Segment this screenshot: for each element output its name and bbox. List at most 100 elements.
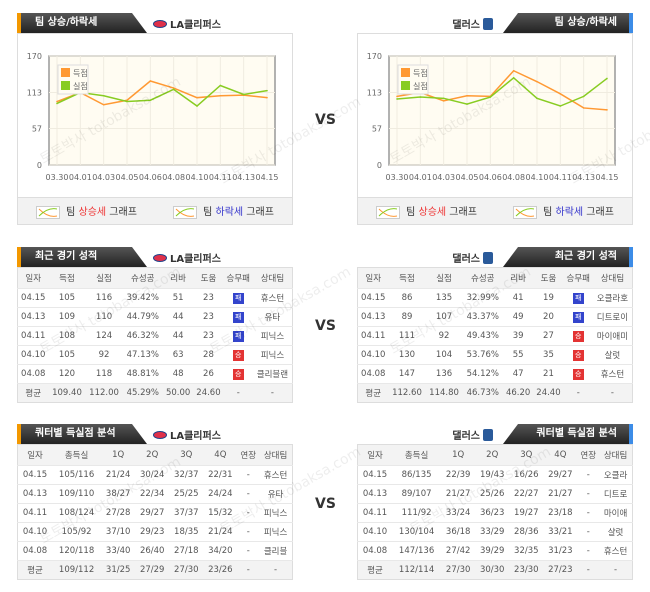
table-cell: 19 (533, 288, 564, 308)
table-cell: 32/35 (509, 541, 544, 561)
table-row: 04.11 108 124 46.32% 44 23 패 피닉스 (17, 326, 293, 346)
data-point (149, 80, 152, 82)
table-cell: 승 (223, 364, 253, 384)
data-point (512, 69, 515, 72)
table-cell: 04.13 (17, 484, 53, 504)
table-cell: - (592, 383, 633, 403)
data-point (442, 97, 445, 100)
table-cell: 109/112 (52, 560, 102, 580)
x-tick-label: 03.30 (46, 173, 69, 182)
data-point (396, 98, 398, 100)
x-tick-label: 03.30 (386, 173, 409, 182)
table-cell: 109.40 (48, 383, 86, 403)
table-cell: 피닉스 (252, 326, 293, 346)
section-title: 쿼터별 득실점 분석 (17, 424, 147, 444)
data-point (466, 103, 468, 105)
column-header: 도움 (193, 267, 224, 289)
table-cell: 130/104 (392, 522, 442, 542)
quarter-table: 일자 총득실 1Q 2Q 3Q 4Q 연장 상대팀 04.15 105/116 21/24 30/24… (17, 444, 293, 580)
table-row: 04.08 147/136 27/42 39/29 32/35 31/23- 휴스턴 (357, 541, 633, 561)
column-header: 총득실 (392, 444, 442, 466)
table-cell: 31/23 (543, 541, 578, 561)
table-cell: 28/36 (509, 522, 544, 542)
column-header: 상대팀 (599, 444, 633, 466)
x-tick-label: 04.11 (209, 173, 232, 182)
average-row: 평균 112.60 114.80 46.73% 46.20 24.40- - (357, 383, 633, 403)
table-cell: 피닉스 (252, 345, 293, 365)
table-cell: 86/135 (392, 465, 442, 485)
column-header: 승무패 (223, 267, 253, 289)
table-cell: 36/18 (441, 522, 476, 542)
table-cell: 49 (502, 307, 534, 327)
table-cell: 39 (502, 326, 534, 346)
x-tick-label: 04.06 (479, 173, 502, 182)
table-cell: - (577, 465, 600, 485)
table-cell: 92 (425, 326, 463, 346)
table-cell: 54.12% (462, 364, 503, 384)
table-cell: 47.13% (122, 345, 163, 365)
table-cell: 23/18 (543, 503, 578, 523)
table-cell: 휴스턴 (259, 465, 293, 485)
table-cell: 41 (502, 288, 534, 308)
y-tick-label: 57 (32, 124, 42, 133)
table-cell: 23 (193, 307, 224, 327)
section-title: 팀 상승/하락세 (17, 13, 147, 33)
table-cell: 35 (533, 345, 564, 365)
table-row: 04.13 109 110 44.79% 44 23 패 유타 (17, 307, 293, 327)
column-header: 상대팀 (259, 444, 293, 466)
table-cell: 유타 (259, 484, 293, 504)
table-cell: 46.32% (122, 326, 163, 346)
downtrend-legend: 팀 하락세 그래프 (173, 203, 274, 219)
table-cell: 108/124 (52, 503, 102, 523)
table-cell: 24.60 (193, 383, 224, 403)
clippers-logo-icon (153, 430, 167, 439)
data-point (172, 88, 175, 91)
table-cell: 89 (388, 307, 426, 327)
table-cell: 21/27 (543, 484, 578, 504)
table-cell: 44.79% (122, 307, 163, 327)
table-cell: 33/21 (543, 522, 578, 542)
table-cell: 46.73% (462, 383, 503, 403)
table-cell: 32/37 (169, 465, 204, 485)
table-row: 04.13 89/107 21/27 25/26 22/27 21/27- 디트로 (357, 484, 633, 504)
table-cell: 15/32 (203, 503, 238, 523)
table-row: 04.15 105 116 39.42% 51 23 패 휴스턴 (17, 288, 293, 308)
table-cell: 53.76% (462, 345, 503, 365)
team-name: 댈러스 (452, 427, 493, 442)
uptrend-legend: 팀 상승세 그래프 (36, 203, 137, 219)
x-tick-label: 04.01 (409, 173, 432, 182)
table-cell: 37/10 (101, 522, 136, 542)
table-row: 04.15 86/135 22/39 19/43 16/26 29/27- 오클라 (357, 465, 633, 485)
win-badge: 승 (572, 330, 584, 342)
team-name: LA클리퍼스 (153, 250, 221, 265)
x-tick-label: 04.03 (92, 173, 115, 182)
table-cell: 패 (563, 307, 593, 327)
table-cell: 32.99% (462, 288, 503, 308)
average-row: 평균 109.40 112.00 45.29% 50.00 24.60- - (17, 383, 293, 403)
table-cell: 33/40 (101, 541, 136, 561)
table-cell: 45.29% (122, 383, 163, 403)
table-row: 04.10 130 104 53.76% 55 35 승 살럿 (357, 345, 633, 365)
table-cell: 오클라호 (592, 288, 633, 308)
table-cell: 승 (563, 364, 593, 384)
win-badge: 승 (572, 349, 584, 361)
data-point (219, 84, 222, 87)
x-tick-label: 04.05 (116, 173, 139, 182)
table-cell: 26/40 (135, 541, 170, 561)
table-cell: 마이애 (599, 503, 633, 523)
table-cell: 92 (85, 345, 123, 365)
table-cell: 130 (388, 345, 426, 365)
table-cell: 04.11 (357, 326, 389, 346)
clippers-logo-icon (153, 19, 167, 28)
table-cell: 34/20 (203, 541, 238, 561)
y-tick-label: 0 (37, 161, 42, 170)
table-cell: 04.08 (17, 541, 53, 561)
column-header: 총득실 (52, 444, 102, 466)
table-cell: 04.11 (17, 326, 49, 346)
section-title: 팀 상승/하락세 (503, 13, 633, 33)
table-cell: 89/107 (392, 484, 442, 504)
legend-swatch (401, 68, 410, 77)
legend-swatch (61, 81, 70, 90)
table-cell: 43.37% (462, 307, 503, 327)
x-tick-label: 04.11 (549, 173, 572, 182)
